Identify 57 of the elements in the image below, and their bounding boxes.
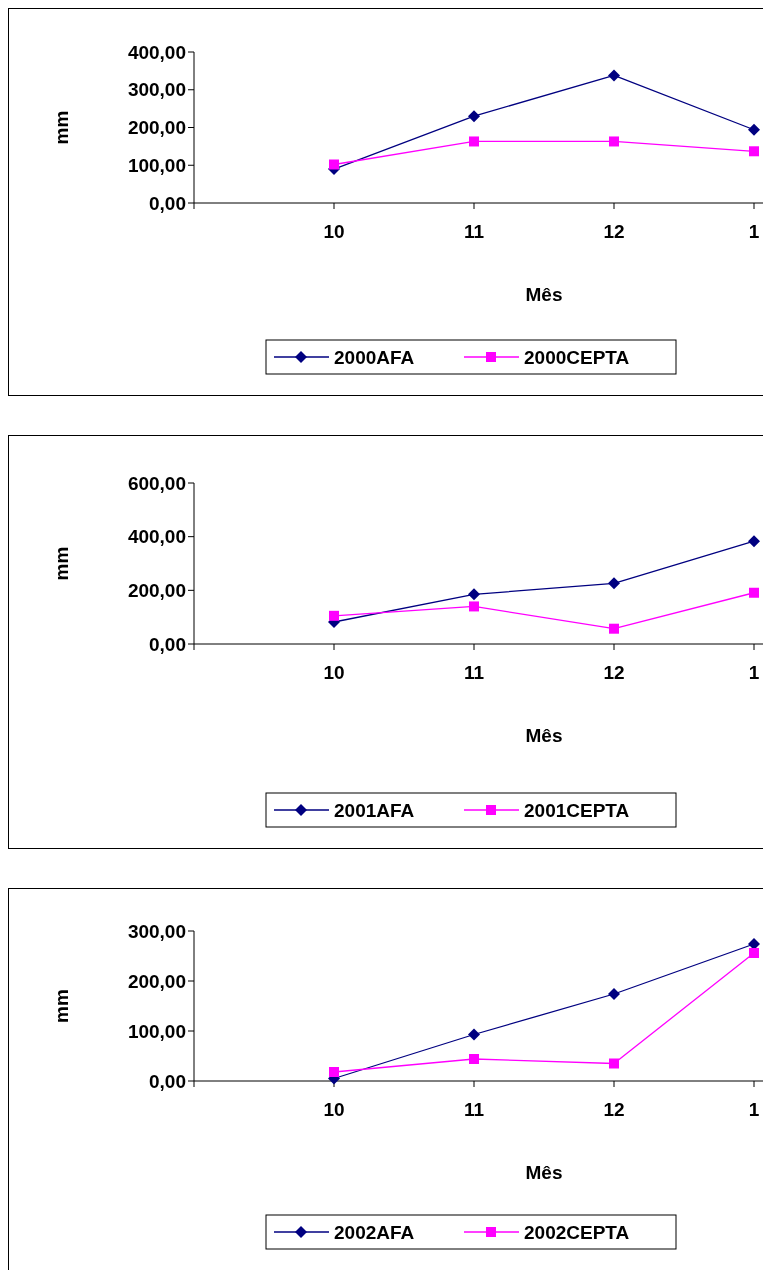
x-tick-label: 12 (603, 662, 625, 683)
x-tick-label: 11 (463, 221, 485, 242)
y-tick-label: 0,00 (149, 1070, 186, 1092)
x-tick-label: 10 (323, 221, 345, 242)
x-axis-title: Mês (525, 284, 563, 305)
y-tick-label: 200,00 (127, 117, 186, 139)
point (609, 1058, 619, 1069)
y-axis-title: mm (51, 546, 72, 581)
point (749, 948, 759, 958)
x-tick-label: 1 (748, 662, 760, 683)
y-tick-label: 400,00 (127, 41, 186, 63)
point (468, 1028, 480, 1041)
legend-label: 2002CEPTA (524, 1221, 630, 1243)
legend-label: 2000CEPTA (524, 346, 630, 368)
legend-label: 2001CEPTA (524, 799, 630, 821)
y-tick-label: 300,00 (127, 920, 186, 942)
x-axis-title: Mês (525, 725, 563, 746)
y-tick-label: 0,00 (149, 192, 186, 214)
y-tick-label: 0,00 (149, 633, 186, 655)
point (749, 587, 759, 598)
x-tick-label: 1 (748, 221, 760, 242)
x-tick-label: 1 (748, 1099, 760, 1120)
point (749, 146, 759, 157)
x-tick-label: 11 (463, 1099, 485, 1120)
point (608, 69, 620, 82)
point (609, 623, 619, 634)
point (329, 1067, 339, 1077)
point (468, 588, 480, 601)
x-tick-label: 10 (323, 662, 345, 683)
y-tick-label: 300,00 (127, 79, 186, 101)
y-axis-title: mm (51, 110, 72, 145)
point (469, 1054, 479, 1064)
point (609, 136, 619, 147)
x-tick-label: 10 (323, 1099, 345, 1120)
y-tick-label: 600,00 (127, 472, 186, 494)
y-tick-label: 100,00 (127, 1020, 186, 1042)
y-tick-label: 400,00 (127, 526, 186, 548)
legend-label: 2001AFA (334, 799, 415, 821)
point (329, 610, 339, 621)
point (748, 123, 760, 136)
x-tick-label: 12 (603, 1099, 625, 1120)
legend-label: 2000AFA (334, 346, 415, 368)
point (608, 577, 620, 590)
x-tick-label: 12 (603, 221, 625, 242)
point (748, 535, 760, 548)
point (469, 601, 479, 612)
point (469, 136, 479, 147)
y-tick-label: 200,00 (127, 579, 186, 601)
x-axis-title: Mês (525, 1162, 563, 1183)
legend-label: 2002AFA (334, 1221, 415, 1243)
point (468, 110, 480, 123)
point (608, 988, 620, 1000)
point (329, 159, 339, 170)
y-tick-label: 100,00 (127, 154, 186, 176)
x-tick-label: 11 (463, 662, 485, 683)
y-axis-title: mm (51, 989, 72, 1023)
y-tick-label: 200,00 (127, 970, 186, 992)
